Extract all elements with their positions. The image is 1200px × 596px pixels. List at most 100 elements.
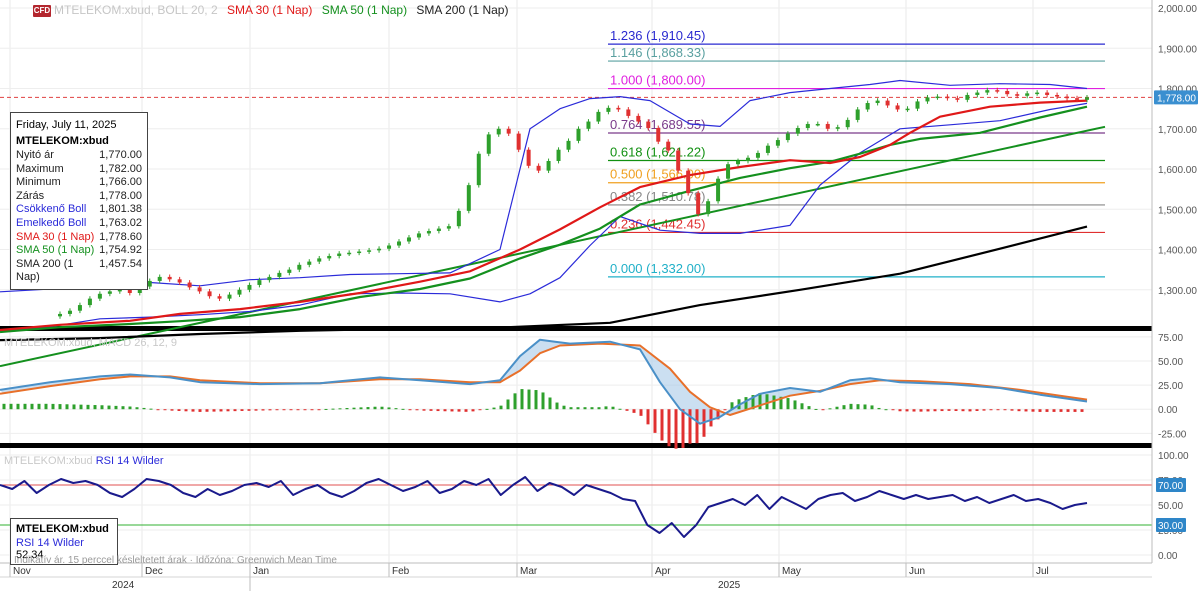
macd-panel-label: MTELEKOM:xbud, MACD 26, 12, 9 <box>4 337 178 349</box>
price-tick-label: 1,500.00 <box>1158 205 1197 216</box>
macd-histogram-bar <box>555 402 559 410</box>
candle-body <box>666 141 671 151</box>
macd-tick-label: 50.00 <box>1158 357 1183 368</box>
candle-body <box>476 153 481 186</box>
candlestick-layer[interactable] <box>58 87 1089 319</box>
candle-body <box>387 245 392 249</box>
candle-body <box>157 276 162 281</box>
candle-body <box>107 291 112 294</box>
macd-histogram-bar <box>632 409 636 413</box>
macd-histogram-bar <box>1080 409 1084 412</box>
info-row: Minimum 1,766.00 <box>16 176 142 190</box>
candle-body <box>895 105 900 110</box>
macd-histogram-bar <box>674 409 678 449</box>
macd-histogram-bar <box>723 409 727 411</box>
macd-histogram-bar <box>44 403 48 410</box>
candle-body <box>207 291 212 297</box>
fib-level-label: 0.764 (1,689.55) <box>610 117 705 132</box>
macd-histogram-bar <box>1038 409 1042 412</box>
macd-histogram-bar <box>394 408 398 410</box>
macd-histogram-bar <box>541 392 545 410</box>
info-row: Maximum 1,782.00 <box>16 163 142 177</box>
legend-sma50[interactable]: SMA 50 (1 Nap) <box>321 3 408 17</box>
candle-body <box>307 261 312 265</box>
candle-body <box>1035 92 1040 95</box>
candle-body <box>117 289 122 292</box>
fibonacci-layer: 1.236 (1,910.45) 1.146 (1,868.33) 1.000 (1… <box>0 28 1152 278</box>
macd-histogram-bar <box>492 407 496 410</box>
macd-tick-label: 75.00 <box>1158 333 1183 344</box>
info-row-label: SMA 30 (1 Nap) <box>16 230 95 243</box>
macd-histogram-bar <box>23 403 27 410</box>
macd-histogram-bar <box>51 403 55 410</box>
footer-note: Indikatív ár. 15 perccel késleltetett ár… <box>14 555 337 566</box>
candle-body <box>177 279 182 283</box>
candle-body <box>646 121 651 128</box>
month-label: Feb <box>392 566 410 577</box>
macd-histogram-bar <box>1066 409 1070 412</box>
macd-histogram-bar <box>401 408 405 410</box>
candle-body <box>586 121 591 129</box>
info-row-label: Zárás <box>16 189 45 202</box>
price-axis[interactable]: 2,000.00 1,900.00 1,800.00 1,700.00 1,600.00… <box>1151 0 1200 591</box>
rsi-symbol: MTELEKOM:xbud <box>16 523 109 535</box>
macd-histogram-bar <box>975 409 979 412</box>
macd-histogram-bar <box>128 406 132 410</box>
fib-level-label: 1.000 (1,800.00) <box>610 73 705 88</box>
candle-body <box>815 123 820 126</box>
candle-body <box>397 241 402 246</box>
candle-body <box>626 109 631 116</box>
macd-histogram-bar <box>653 409 657 433</box>
bollinger-lower <box>0 102 1088 332</box>
info-row: Zárás 1,778.00 <box>16 190 142 204</box>
info-row-value: 1,763.02 <box>99 216 142 229</box>
fib-level-label: 1.236 (1,910.45) <box>610 28 705 43</box>
info-row-value: 1,457.54 <box>99 257 142 270</box>
macd-histogram-bar <box>289 409 293 411</box>
info-row-value: 1,778.60 <box>99 230 142 243</box>
rsi-band-badge <box>1156 478 1186 492</box>
rsi-panel[interactable] <box>0 476 1152 538</box>
candle-body <box>945 96 950 99</box>
rsi-tick-label: 100.00 <box>1158 451 1189 462</box>
legend-sma30[interactable]: SMA 30 (1 Nap) <box>226 3 313 17</box>
macd-histogram-bar <box>744 397 748 410</box>
macd-histogram-bar <box>464 409 468 412</box>
candle-body <box>167 276 172 280</box>
candle-body <box>805 123 810 128</box>
macd-histogram-bar <box>100 405 104 410</box>
macd-histogram-bar <box>380 406 384 410</box>
month-label: May <box>782 566 801 577</box>
macd-histogram-bar <box>261 409 265 411</box>
candle-body <box>606 107 611 112</box>
info-row-label: Minimum <box>16 176 61 189</box>
macd-histogram-bar <box>730 402 734 410</box>
macd-histogram-bar <box>856 404 860 410</box>
macd-histogram-bar <box>149 408 153 410</box>
macd-histogram-bar <box>681 409 685 448</box>
candle-body <box>745 157 750 161</box>
candle-body <box>97 293 102 299</box>
candle-body <box>825 123 830 129</box>
candle-body <box>317 258 322 262</box>
candle-body <box>377 248 382 251</box>
candle-body <box>466 185 471 211</box>
macd-histogram-bar <box>786 398 790 410</box>
candle-body <box>845 119 850 128</box>
candle-body <box>1005 90 1010 95</box>
fib-level-label: 0.000 (1,332.00) <box>610 261 705 276</box>
macd-histogram-bar <box>989 409 993 411</box>
macd-tick-label: 25.00 <box>1158 381 1183 392</box>
candle-body <box>1065 96 1070 99</box>
time-axis[interactable]: Nov Dec Jan Feb Mar Apr May Jun Jul 2024 2025 <box>0 562 1152 591</box>
legend-sma200[interactable]: SMA 200 (1 Nap) <box>416 3 509 17</box>
candle-body <box>58 313 62 317</box>
macd-histogram-bar <box>982 409 986 411</box>
info-row: Csökkenő Boll 1,801.38 <box>16 203 142 217</box>
price-tick-label: 1,800.00 <box>1158 85 1197 96</box>
candle-body <box>1025 93 1030 96</box>
macd-histogram-bar <box>30 403 34 410</box>
macd-panel[interactable] <box>0 338 1088 449</box>
